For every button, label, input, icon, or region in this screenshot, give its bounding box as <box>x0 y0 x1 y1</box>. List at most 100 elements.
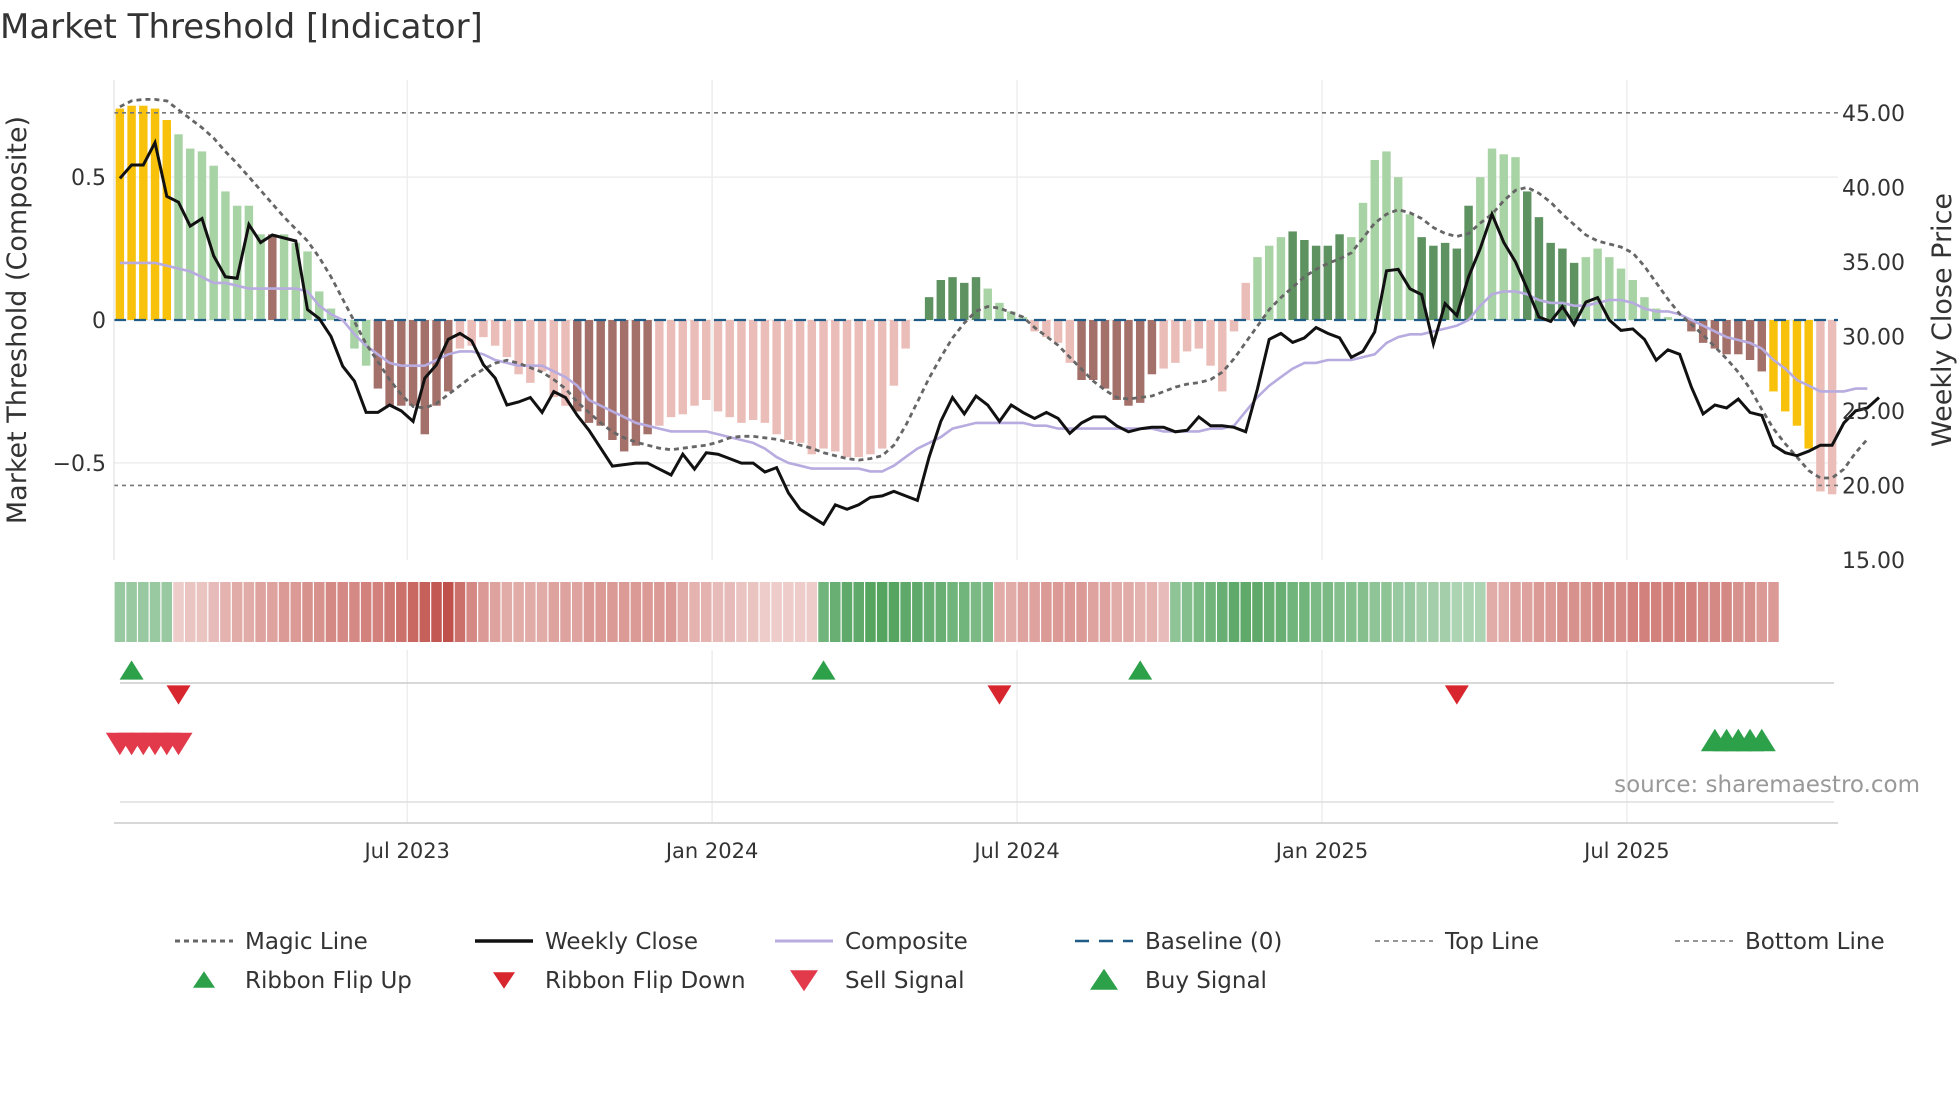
axes-layer: 0.5 0 −0.5 45.00 40.00 35.00 30.00 25.00 20.00 15… <box>2 80 1958 863</box>
ribbon-cell <box>912 582 923 642</box>
composite-bar <box>1300 240 1309 320</box>
composite-bar <box>1745 320 1755 360</box>
composite-bar <box>1452 248 1462 320</box>
right-tick-label: 45.00 <box>1842 102 1905 127</box>
ribbon-cell <box>1592 582 1603 642</box>
sell-signal-marker <box>164 732 193 756</box>
right-tick-label: 30.00 <box>1842 325 1905 350</box>
ribbon-cell <box>466 582 477 642</box>
composite-bar <box>502 320 512 358</box>
ribbon-cell <box>818 582 829 642</box>
ribbon-cell <box>173 582 184 642</box>
composite-bar <box>467 320 476 346</box>
composite-bar <box>1499 154 1508 320</box>
composite-bar <box>831 320 840 452</box>
ribbon-cell <box>431 582 442 642</box>
legend-label: Composite <box>845 929 968 955</box>
composite-bar <box>655 320 664 426</box>
line-layer <box>114 98 1881 527</box>
composite-bar <box>291 242 301 320</box>
composite-bar <box>713 320 723 412</box>
ribbon-cell <box>853 582 864 642</box>
ribbon-cell <box>1146 582 1158 642</box>
composite-bar <box>924 297 934 320</box>
composite-bar <box>737 320 746 423</box>
composite-bar <box>807 320 817 455</box>
ribbon-flip-up-marker <box>1128 660 1153 680</box>
composite-bar <box>1769 320 1778 392</box>
ribbon-cell <box>1662 582 1674 642</box>
left-axis-label: Market Threshold (Composite) <box>2 116 33 524</box>
buy-signal-marker <box>1747 728 1776 752</box>
ribbon-cell <box>478 582 489 642</box>
composite-bar <box>1018 317 1028 320</box>
ribbon-cell <box>313 582 325 642</box>
ribbon-cell <box>337 582 348 642</box>
composite-bar <box>631 320 641 446</box>
ribbon-flip-down-marker <box>987 685 1012 705</box>
ribbon-cell <box>724 582 735 642</box>
legend-label: Ribbon Flip Up <box>245 968 412 994</box>
ribbon-cell <box>419 582 431 642</box>
ribbon-cell <box>959 582 970 642</box>
composite-bar <box>526 320 535 383</box>
ribbon-cell <box>1369 582 1381 642</box>
composite-bar <box>772 320 781 435</box>
ribbon-cell <box>1170 582 1181 642</box>
ribbon-cell <box>1639 582 1650 642</box>
ribbon-cell <box>982 582 993 642</box>
composite-bar <box>1605 257 1614 320</box>
composite-bar <box>1358 202 1368 320</box>
x-tick-label: Jul 2023 <box>362 839 449 863</box>
x-tick-label: Jul 2025 <box>1582 839 1669 863</box>
ribbon-cell <box>372 582 384 642</box>
ribbon-cell <box>1475 582 1486 642</box>
ribbon-flip-up-marker <box>119 660 144 680</box>
composite-bar <box>784 320 793 440</box>
ribbon-cell <box>560 582 571 642</box>
ribbon-cell <box>267 582 278 642</box>
ribbon-cell <box>689 582 700 642</box>
composite-bar <box>1171 320 1180 363</box>
ribbon-cell <box>1604 582 1615 642</box>
x-tick-label: Jul 2024 <box>972 839 1059 863</box>
composite-bar <box>1194 320 1204 349</box>
source-label: source: sharemaestro.com <box>1614 772 1920 798</box>
ribbon-cell <box>1709 582 1721 642</box>
ribbon-cell <box>1451 582 1463 642</box>
ribbon-cell <box>513 582 524 642</box>
right-tick-label: 20.00 <box>1842 474 1905 499</box>
ribbon-cell <box>1392 582 1404 642</box>
ribbon-cell <box>1029 582 1040 642</box>
ribbon-cell <box>607 582 618 642</box>
ribbon-cell <box>677 582 689 642</box>
ribbon-cell <box>1439 582 1451 642</box>
ribbon-cell <box>618 582 630 642</box>
composite-bar <box>1276 237 1286 320</box>
ribbon-cell <box>1088 582 1099 642</box>
ribbon-cell <box>1181 582 1193 642</box>
legend-label: Baseline (0) <box>1145 929 1282 955</box>
composite-bar <box>877 320 887 449</box>
composite-bar <box>1065 320 1075 363</box>
ribbon-cell <box>747 582 759 642</box>
composite-bar <box>1382 151 1391 320</box>
composite-bar <box>1229 320 1239 332</box>
ribbon-cell <box>1310 582 1322 642</box>
ribbon-cell <box>1580 582 1592 642</box>
composite-bar <box>1147 320 1157 375</box>
legend-swatch-sell <box>790 970 818 992</box>
ribbon-cell <box>1064 582 1076 642</box>
composite-bar <box>232 205 242 320</box>
ribbon-cell <box>665 582 677 642</box>
ribbon-cell <box>1052 582 1064 642</box>
ribbon-cell <box>841 582 853 642</box>
composite-bar <box>1781 320 1790 412</box>
ribbon-cell <box>1463 582 1474 642</box>
ribbon-cell <box>712 582 724 642</box>
composite-bar <box>608 320 617 440</box>
ribbon-cell <box>1205 582 1216 642</box>
composite-bar <box>549 320 559 398</box>
composite-bar <box>1347 237 1356 320</box>
